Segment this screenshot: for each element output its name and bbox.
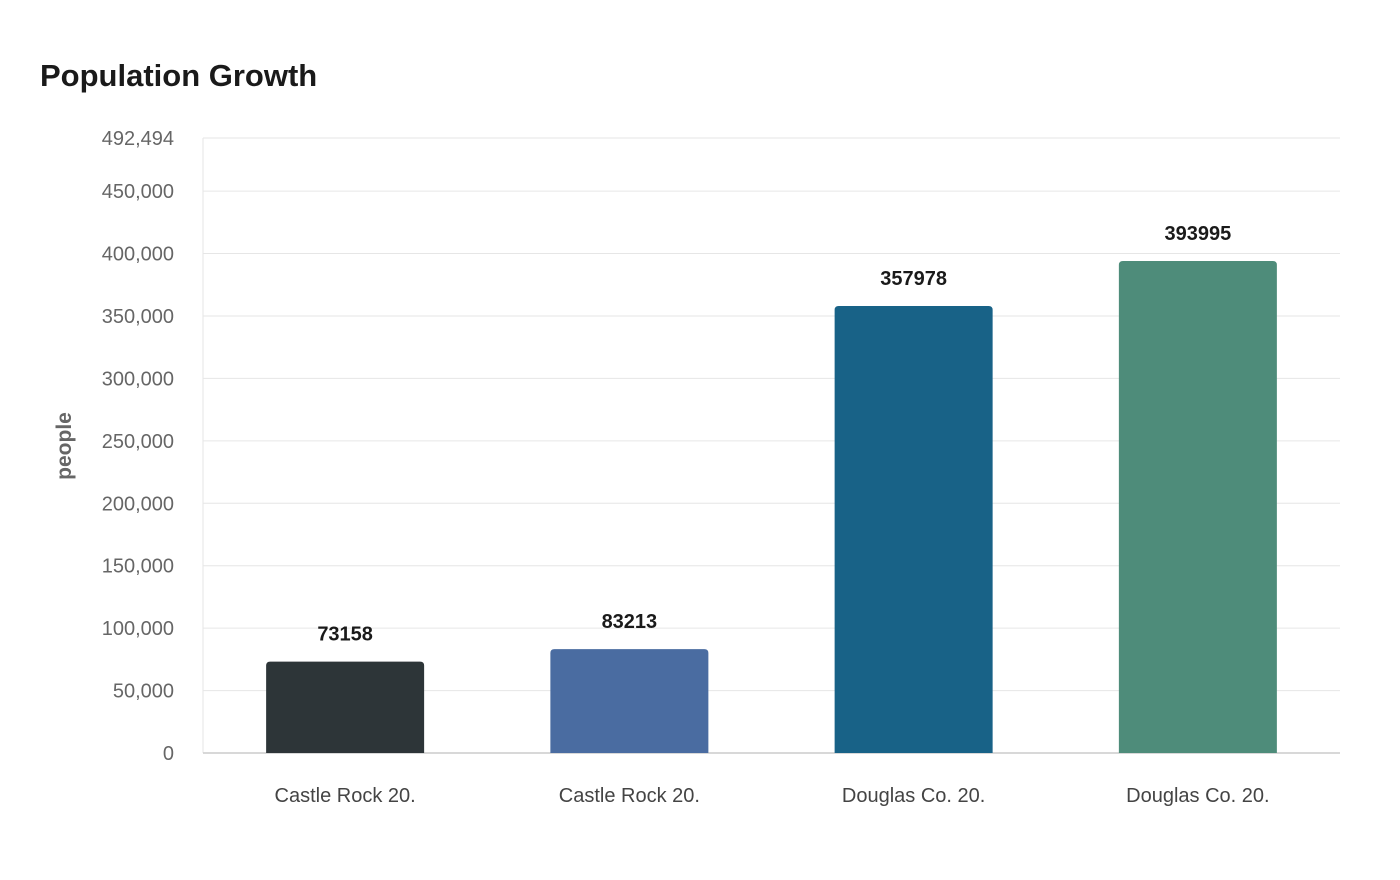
y-tick-label: 100,000 — [102, 618, 174, 640]
data-label: 357978 — [880, 268, 947, 290]
y-tick-label: 250,000 — [102, 431, 174, 453]
y-tick-label: 400,000 — [102, 244, 174, 266]
y-tick-label: 0 — [163, 743, 174, 765]
bar — [266, 661, 425, 753]
y-tick-label: 450,000 — [102, 181, 174, 203]
data-label: 83213 — [602, 611, 658, 633]
y-axis-label: people — [53, 412, 76, 480]
y-tick-label: 150,000 — [102, 556, 174, 578]
y-tick-label: 300,000 — [102, 368, 174, 390]
bars — [266, 261, 1277, 753]
bar — [550, 649, 709, 753]
y-tick-label: 50,000 — [113, 681, 174, 703]
x-category-label: Castle Rock 20. — [559, 785, 700, 807]
x-category-label: Douglas Co. 20. — [1126, 785, 1269, 807]
bar — [834, 305, 993, 753]
x-category-label: Castle Rock 20. — [275, 785, 416, 807]
labels: 0 50,000 100,000 150,000 200,000 250,000 300,0… — [102, 128, 1270, 807]
chart-title: Population Growth — [40, 58, 318, 93]
y-tick-label: 350,000 — [102, 306, 174, 328]
bar — [1118, 261, 1277, 753]
data-label: 73158 — [317, 624, 373, 646]
x-category-label: Douglas Co. 20. — [842, 785, 985, 807]
y-tick-label: 200,000 — [102, 493, 174, 515]
data-label: 393995 — [1165, 223, 1232, 245]
y-tick-label: 492,494 — [102, 128, 174, 150]
